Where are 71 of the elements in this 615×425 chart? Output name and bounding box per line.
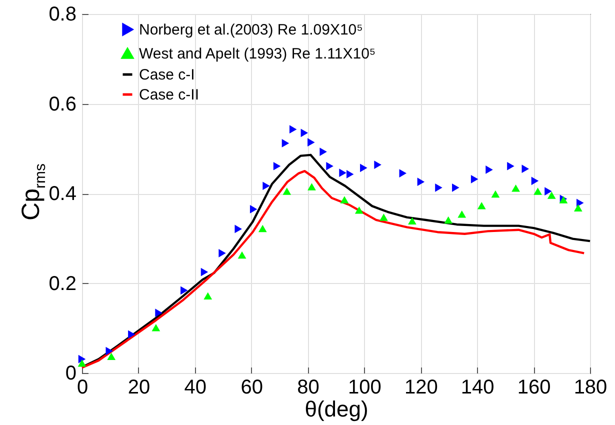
point — [155, 308, 162, 318]
point — [106, 346, 113, 356]
point — [346, 170, 354, 178]
point — [326, 162, 334, 170]
point — [435, 183, 442, 192]
point — [458, 210, 466, 218]
point — [507, 162, 514, 170]
point — [360, 164, 368, 172]
point — [258, 224, 267, 232]
point — [512, 184, 520, 192]
point — [234, 224, 242, 234]
point — [374, 160, 382, 169]
point — [477, 202, 486, 210]
point — [354, 206, 364, 214]
point — [200, 268, 208, 276]
point — [486, 166, 493, 174]
y-tick-label: 0 — [65, 362, 76, 384]
point — [522, 164, 529, 173]
point — [300, 128, 308, 138]
x-tick-label: 180 — [574, 376, 608, 398]
legend-label: Case c-I — [139, 66, 195, 84]
point — [78, 360, 86, 367]
point — [204, 292, 212, 300]
point — [238, 251, 246, 259]
y-tick-label: 0.2 — [48, 272, 76, 295]
point — [262, 182, 270, 190]
point — [534, 188, 542, 195]
x-tick-label: 160 — [517, 376, 551, 398]
x-tick-label: 20 — [128, 376, 150, 398]
y-tick-label: 0.8 — [48, 4, 76, 26]
x-axis-title: θ(deg) — [304, 396, 368, 422]
x-tick-label: 120 — [404, 376, 438, 398]
point — [339, 168, 346, 178]
point — [78, 354, 86, 364]
point — [250, 205, 258, 214]
x-tick-label: 100 — [348, 376, 382, 398]
point — [273, 162, 281, 170]
x-tick-label: 40 — [184, 376, 207, 398]
point — [320, 148, 327, 156]
x-tick-label: 140 — [460, 376, 494, 398]
point — [152, 324, 160, 332]
legend-label: Case c-II — [139, 86, 200, 104]
point — [218, 249, 226, 258]
point — [531, 176, 539, 186]
point — [576, 198, 584, 208]
y-tick-label: 0.6 — [48, 93, 76, 116]
point — [340, 196, 349, 204]
point — [308, 183, 316, 190]
point — [574, 204, 582, 212]
point — [107, 352, 116, 360]
point — [452, 183, 460, 192]
point — [399, 169, 407, 178]
point — [282, 139, 290, 148]
point — [544, 187, 552, 196]
point — [289, 125, 297, 134]
point — [308, 138, 315, 147]
point — [128, 330, 136, 339]
point — [282, 188, 292, 195]
x-tick-label: 60 — [240, 376, 263, 398]
point — [444, 216, 453, 224]
point — [470, 174, 478, 184]
point — [380, 214, 388, 221]
point — [417, 178, 425, 186]
point — [180, 286, 188, 295]
legend-label: Norberg et al.(2003) Re 1.09X10⁵ — [139, 22, 363, 38]
legend-label: West and Apelt (1993) Re 1.11X10⁵ — [139, 46, 376, 62]
point — [547, 192, 556, 199]
x-tick-label: 80 — [297, 376, 320, 398]
point — [491, 190, 500, 198]
point — [408, 217, 416, 224]
y-tick-label: 0.4 — [48, 183, 76, 205]
